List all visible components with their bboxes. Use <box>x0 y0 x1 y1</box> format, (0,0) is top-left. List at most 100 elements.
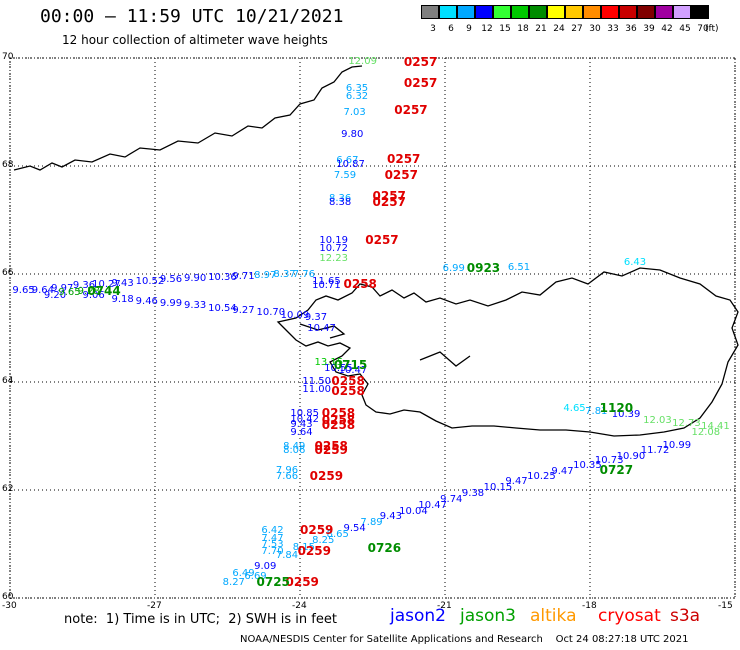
wave-height-label: 6.32 <box>345 90 369 102</box>
wave-height-label: 10.87 <box>336 159 365 171</box>
scale-tick-label: 9 <box>466 24 472 34</box>
wave-height-label: 11.00 <box>302 384 332 396</box>
wave-height-label: 10.47 <box>418 500 448 512</box>
wave-height-label: 8.97 <box>254 269 277 281</box>
wave-height-label: 12.23 <box>319 253 348 265</box>
wave-height-label: 7.03 <box>343 107 366 119</box>
scale-unit: (ft) <box>705 24 719 34</box>
pass-time-label: 0727 <box>599 463 634 478</box>
page-title: 00:00 – 11:59 UTC 10/21/2021 <box>40 6 344 27</box>
scale-swatch <box>601 5 619 19</box>
scale-tick-label: 30 <box>589 24 601 34</box>
scale-swatch <box>475 5 493 19</box>
iceland-fjord <box>299 323 346 339</box>
wave-height-label: 10.47 <box>307 323 336 335</box>
pass-time-label: 0257 <box>372 189 406 204</box>
wave-height-label: 12.09 <box>348 55 377 67</box>
pass-time-label: 0744 <box>87 284 121 299</box>
pass-time-label: 0259 <box>314 443 348 458</box>
wave-height-label: 10.52 <box>135 276 165 288</box>
lat-label: 60 <box>2 592 14 602</box>
lat-label: 68 <box>2 160 14 170</box>
wave-height-label: 8.36 <box>329 193 352 205</box>
lat-label: 70 <box>2 52 14 62</box>
pass-time-label: 0258 <box>321 406 356 421</box>
wave-height-label: 12.73 <box>672 418 701 430</box>
wave-height-label: 6.43 <box>623 257 647 269</box>
wave-height-label: 9.56 <box>159 274 183 286</box>
wave-height-label: 9.47 <box>505 476 528 488</box>
pass-time-label: 0257 <box>372 194 406 209</box>
wave-height-label: 10.25 <box>527 471 556 483</box>
wave-height-label: 7.53 <box>261 539 284 551</box>
lon-label: -24 <box>292 601 307 611</box>
wave-height-label: 7.70 <box>261 546 284 558</box>
wave-height-label: 6.69 <box>244 571 267 583</box>
wave-height-label: 7.81 <box>585 406 608 418</box>
scale-tick-label: 15 <box>499 24 511 34</box>
pass-time-label: 0259 <box>300 522 334 537</box>
wave-height-label: 9.43 <box>111 277 134 289</box>
scale-swatch <box>439 5 457 19</box>
wave-height-label: 7.76 <box>292 269 316 281</box>
pass-time-label: 0259 <box>309 468 344 483</box>
wave-height-label: 9.36 <box>72 279 96 291</box>
scale-tick-label: 70 <box>697 24 709 34</box>
lon-label: -27 <box>147 601 162 611</box>
wave-height-label: 9.06 <box>82 289 105 301</box>
pass-time-label: 0257 <box>403 75 438 90</box>
scale-tick-label: 18 <box>517 24 529 34</box>
wave-height-label: 9.74 <box>440 493 463 505</box>
wave-height-label: 9.65 <box>12 285 35 297</box>
lon-label: -21 <box>437 601 452 611</box>
wave-height-label: 10.09 <box>280 309 310 321</box>
wave-height-label: 7.96 <box>275 465 299 477</box>
scale-swatch <box>565 5 583 19</box>
wave-height-label: 7.89 <box>360 517 383 529</box>
wave-height-label: 6.49 <box>232 567 255 579</box>
wave-height-label: 10.70 <box>256 306 286 318</box>
legend-altika: altika <box>530 606 577 626</box>
wave-height-label: 9.28 <box>77 286 100 298</box>
wave-height-label: 11.50 <box>302 376 332 387</box>
legend-jason3: jason3 <box>460 606 516 626</box>
wave-height-label: 10.72 <box>319 242 348 254</box>
wave-height-label: 10.39 <box>611 409 641 421</box>
wave-height-label: 7.47 <box>261 532 284 544</box>
scale-tick-label: 12 <box>481 24 493 34</box>
wave-height-label: 4.65 <box>563 403 586 414</box>
scale-swatch <box>691 5 709 19</box>
wave-height-label: 6.35 <box>345 82 369 94</box>
pass-time-label: 0257 <box>394 102 428 117</box>
scale-tick-label: 6 <box>448 24 454 34</box>
scale-swatch <box>457 5 475 19</box>
pass-time-label: 0259 <box>297 544 331 559</box>
pass-time-label: 0258 <box>321 412 356 427</box>
lat-label: 62 <box>2 484 14 494</box>
scale-tick-label: 33 <box>607 24 619 34</box>
wave-height-label: 9.90 <box>184 273 207 285</box>
wave-height-label: 6.42 <box>261 524 284 536</box>
wave-height-label: 10.47 <box>338 365 368 377</box>
wave-height-label: 10.71 <box>312 279 341 291</box>
pass-time-label: 0257 <box>384 167 418 182</box>
wave-height-label: 9.64 <box>31 285 55 297</box>
legend-jason2: jason2 <box>390 606 446 626</box>
iceland-coast <box>276 267 739 437</box>
credit-line: NOAA/NESDIS Center for Satellite Applica… <box>240 634 689 645</box>
wave-height-label: 10.42 <box>290 413 319 425</box>
wave-height-label: 9.18 <box>111 293 134 305</box>
pass-time-label: 0258 <box>331 383 365 398</box>
wave-height-label: 6.51 <box>507 261 531 273</box>
scale-swatch <box>619 5 637 19</box>
pass-time-label: 0259 <box>285 574 319 589</box>
wave-height-label: 9.64 <box>290 427 313 439</box>
wave-height-label: 8.38 <box>329 196 352 208</box>
wave-height-label: 8.65 <box>326 529 349 541</box>
coastline <box>13 65 739 437</box>
scale-swatch <box>529 5 547 19</box>
greenland-coast <box>13 65 363 171</box>
wave-height-label: 9.20 <box>43 289 67 301</box>
pass-time-label: 0726 <box>367 541 402 556</box>
